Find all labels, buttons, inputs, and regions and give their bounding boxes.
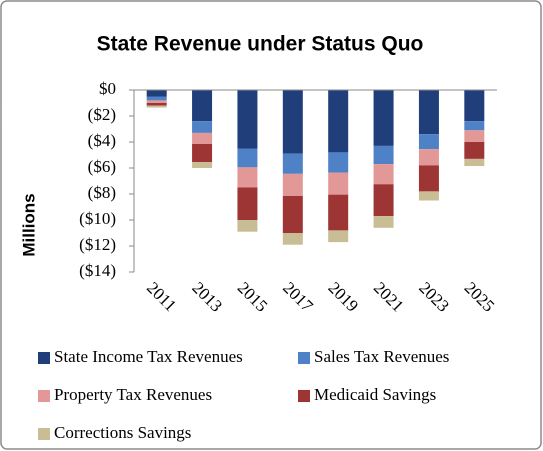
legend-swatch	[298, 352, 310, 364]
bar-segment	[328, 194, 349, 231]
y-axis-label: Millions	[19, 193, 38, 256]
bar-segment	[464, 121, 485, 131]
bar-segment	[146, 100, 167, 103]
y-tick-label: ($12)	[79, 235, 116, 254]
bar-segment	[373, 164, 394, 185]
bar-segment	[464, 90, 485, 122]
bar-segment	[328, 152, 349, 173]
y-tick-label: ($4)	[88, 131, 116, 150]
bar-segment	[328, 172, 349, 195]
bar-segment	[237, 167, 258, 188]
bar-segment	[373, 90, 394, 146]
bar-segment	[418, 165, 439, 192]
bar-segment	[373, 145, 394, 165]
bar-segment	[192, 90, 213, 122]
bar-segment	[146, 96, 167, 101]
bar-segment	[237, 220, 258, 232]
y-tick-label: ($10)	[79, 209, 116, 228]
bar-segment	[464, 130, 485, 142]
bar-segment	[282, 195, 303, 233]
bar-segment	[282, 90, 303, 154]
bar-segment	[192, 143, 213, 163]
bar-segment	[464, 158, 485, 167]
bar-segment	[282, 173, 303, 196]
y-tick-label: ($14)	[79, 261, 116, 280]
bar-segment	[373, 184, 394, 217]
chart-title: State Revenue under Status Quo	[97, 33, 424, 56]
bar-segment	[237, 148, 258, 168]
bar-segment	[373, 216, 394, 228]
legend-swatch	[38, 352, 50, 364]
bar-segment	[282, 233, 303, 245]
bar-segment	[418, 149, 439, 166]
y-tick-label: ($8)	[88, 183, 116, 202]
legend-swatch	[298, 390, 310, 402]
bar-segment	[146, 105, 167, 108]
y-tick-label: ($6)	[88, 157, 116, 176]
y-tick-label: ($2)	[88, 105, 116, 124]
bar-segment	[328, 90, 349, 153]
bar-segment	[237, 187, 258, 220]
legend-label: Sales Tax Revenues	[314, 347, 449, 366]
legend-label: Corrections Savings	[54, 423, 191, 442]
bar-segment	[418, 191, 439, 201]
bar-segment	[192, 121, 213, 133]
bar-segment	[328, 230, 349, 243]
y-tick-label: $0	[99, 79, 116, 98]
bar-segment	[192, 132, 213, 144]
legend-label: Property Tax Revenues	[54, 385, 212, 404]
bar-segment	[418, 90, 439, 135]
legend-swatch	[38, 428, 50, 440]
bar-segment	[192, 162, 213, 168]
bar-segment	[282, 153, 303, 174]
legend-label: Medicaid Savings	[314, 385, 436, 404]
legend-label: State Income Tax Revenues	[54, 347, 243, 366]
bar-segment	[418, 134, 439, 150]
bar-segment	[146, 90, 167, 97]
bar-segment	[464, 142, 485, 159]
legend-swatch	[38, 390, 50, 402]
bar-segment	[146, 103, 167, 106]
bar-segment	[237, 90, 258, 149]
